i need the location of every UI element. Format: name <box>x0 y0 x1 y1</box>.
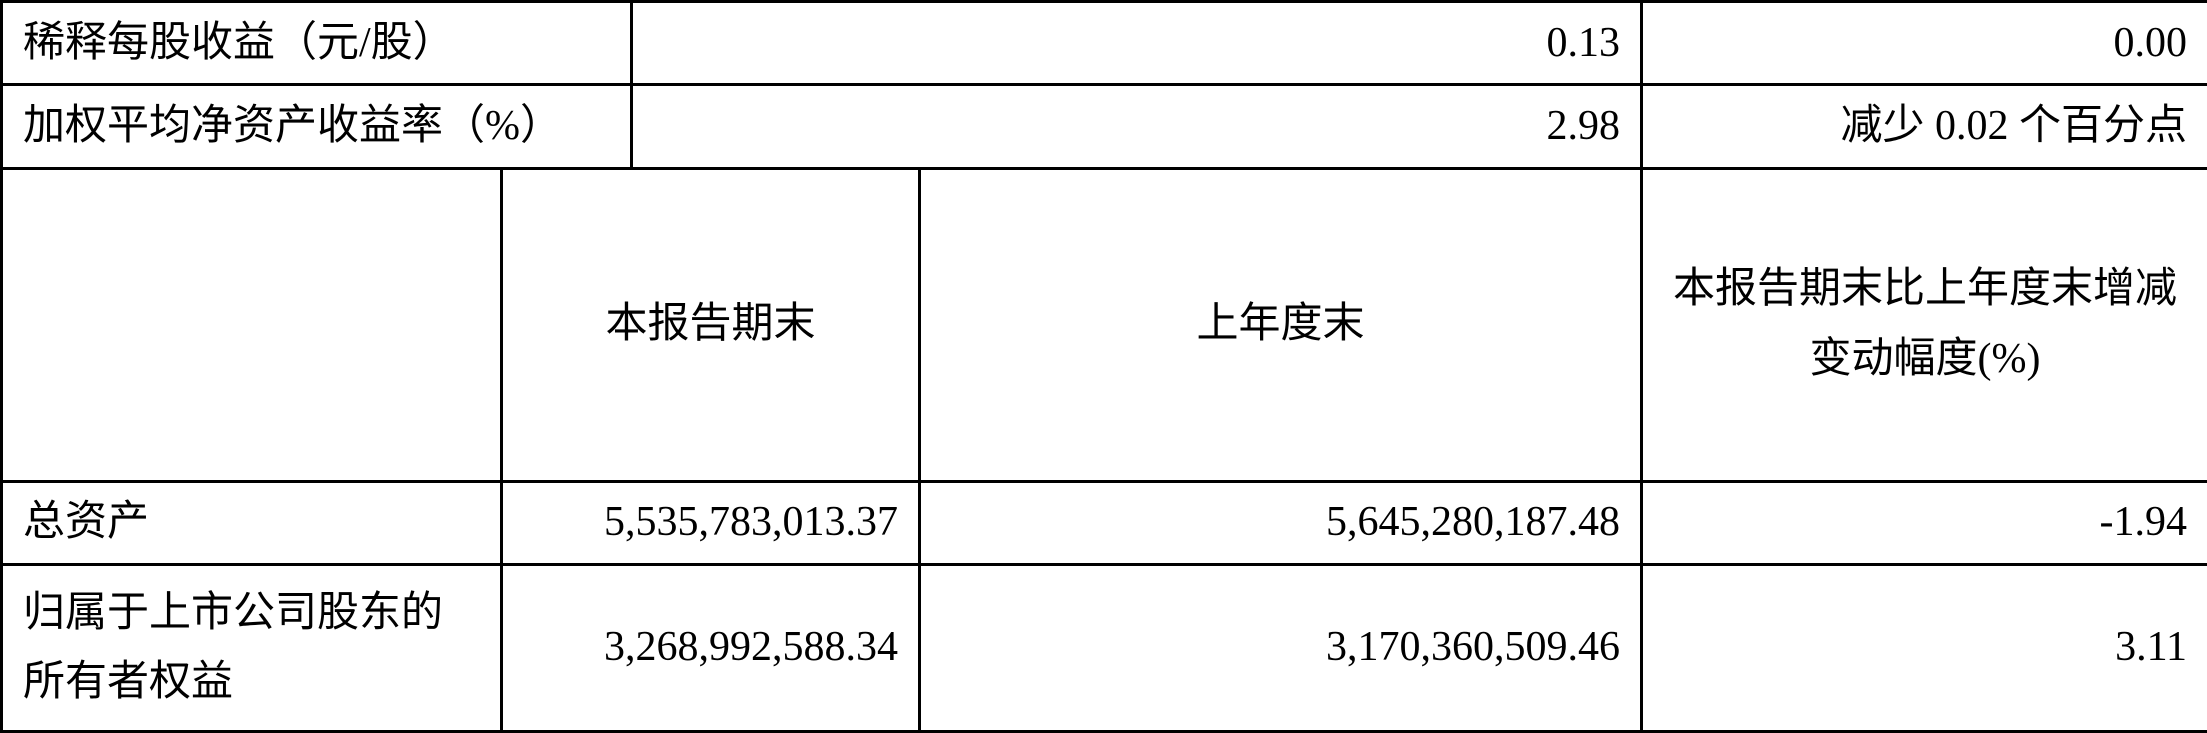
cell-value: 减少 0.02 个百分点 <box>1642 85 2207 168</box>
table-row: 总资产 5,535,783,013.37 5,645,280,187.48 -1… <box>2 481 2207 564</box>
cell-value: 5,535,783,013.37 <box>502 481 920 564</box>
table-row: 加权平均净资产收益率（%） 2.98 减少 0.02 个百分点 <box>2 85 2207 168</box>
cell-value: 0.13 <box>632 2 1642 85</box>
table-row: 归属于上市公司股东的所有者权益 3,268,992,588.34 3,170,3… <box>2 565 2207 732</box>
cell-label: 归属于上市公司股东的所有者权益 <box>2 565 502 732</box>
cell-label: 总资产 <box>2 481 502 564</box>
financial-table: 稀释每股收益（元/股） 0.13 0.00 加权平均净资产收益率（%） 2.98… <box>0 0 2207 733</box>
header-cell <box>2 168 502 481</box>
header-cell: 本报告期末 <box>502 168 920 481</box>
cell-value: 5,645,280,187.48 <box>920 481 1642 564</box>
cell-value: 3,268,992,588.34 <box>502 565 920 732</box>
table-header-row: 本报告期末 上年度末 本报告期末比上年度末增减变动幅度(%) <box>2 168 2207 481</box>
cell-value: 3.11 <box>1642 565 2207 732</box>
cell-value: 0.00 <box>1642 2 2207 85</box>
cell-value: -1.94 <box>1642 481 2207 564</box>
header-cell: 本报告期末比上年度末增减变动幅度(%) <box>1642 168 2207 481</box>
header-cell: 上年度末 <box>920 168 1642 481</box>
cell-value: 2.98 <box>632 85 1642 168</box>
table-row: 稀释每股收益（元/股） 0.13 0.00 <box>2 2 2207 85</box>
cell-value: 3,170,360,509.46 <box>920 565 1642 732</box>
cell-label: 稀释每股收益（元/股） <box>2 2 632 85</box>
cell-label: 加权平均净资产收益率（%） <box>2 85 632 168</box>
table-container: 稀释每股收益（元/股） 0.13 0.00 加权平均净资产收益率（%） 2.98… <box>0 0 2207 733</box>
